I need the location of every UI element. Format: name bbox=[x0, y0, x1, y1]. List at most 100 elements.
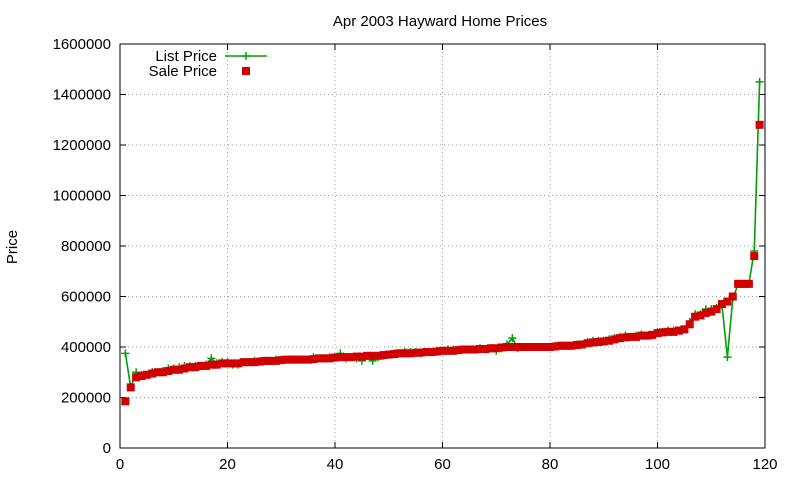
legend-marker-sale-price bbox=[242, 67, 250, 75]
sale-price-point bbox=[460, 345, 468, 354]
sale-price-point bbox=[309, 355, 318, 364]
sale-price-point bbox=[239, 358, 248, 367]
sale-price-point bbox=[228, 359, 237, 368]
sale-price-point bbox=[621, 333, 630, 342]
sale-price-point bbox=[599, 337, 608, 346]
sale-price-point bbox=[680, 325, 689, 334]
y-axis-label: Price bbox=[4, 230, 21, 264]
sale-price-point bbox=[282, 355, 291, 364]
sale-price-point bbox=[223, 359, 232, 368]
sale-price-point bbox=[642, 331, 651, 340]
y-tick-label: 400000 bbox=[61, 339, 111, 356]
sale-price-point bbox=[728, 292, 737, 301]
sale-price-point bbox=[212, 360, 221, 369]
sale-price-point bbox=[234, 359, 243, 368]
sale-price-point bbox=[180, 364, 189, 373]
sale-price-point bbox=[175, 365, 184, 374]
sale-price-point bbox=[347, 353, 356, 362]
sale-price-point bbox=[196, 361, 205, 370]
sale-price-point bbox=[589, 338, 597, 347]
y-tick-label: 0 bbox=[103, 440, 111, 457]
legend-swatch-sale-price bbox=[242, 67, 250, 75]
sale-price-point bbox=[449, 346, 458, 355]
sale-price-point bbox=[567, 341, 576, 350]
sale-price-point bbox=[669, 327, 678, 336]
sale-price-point bbox=[132, 373, 141, 382]
x-tick-label: 80 bbox=[542, 456, 559, 473]
sale-price-point bbox=[374, 351, 382, 360]
sale-price-point bbox=[218, 359, 227, 368]
sale-price-point bbox=[320, 354, 329, 363]
plot-area bbox=[121, 77, 764, 406]
sale-price-point bbox=[433, 347, 442, 356]
y-tick-label: 1600000 bbox=[53, 36, 111, 53]
sale-price-point bbox=[486, 344, 495, 353]
sale-price-point bbox=[207, 360, 216, 369]
sale-price-point bbox=[271, 356, 280, 365]
series-sale-price-points bbox=[121, 120, 764, 406]
sale-price-point bbox=[508, 343, 517, 351]
sale-price-point bbox=[605, 336, 614, 345]
sale-price-point bbox=[519, 343, 528, 351]
sale-price-point bbox=[185, 363, 194, 372]
sale-price-point bbox=[626, 332, 635, 341]
sale-price-point bbox=[755, 120, 764, 129]
y-tick-labels: 0 200000 400000 600000 800000 1000000 1200000 1… bbox=[53, 36, 111, 457]
sale-price-point bbox=[664, 327, 673, 336]
sale-price-point bbox=[513, 343, 522, 351]
list-price-point bbox=[508, 334, 517, 343]
list-price-point bbox=[755, 77, 764, 86]
sale-price-point bbox=[691, 312, 700, 321]
sale-price-point bbox=[293, 355, 302, 364]
sale-price-point bbox=[126, 383, 135, 392]
sale-price-point bbox=[202, 361, 210, 370]
sale-price-point bbox=[314, 354, 323, 363]
sale-price-point bbox=[277, 356, 286, 365]
sale-price-point bbox=[734, 279, 743, 288]
sale-price-point bbox=[352, 352, 361, 361]
sale-price-point bbox=[675, 326, 683, 335]
sale-price-point bbox=[718, 300, 726, 309]
legend: List Price Sale Price bbox=[149, 48, 267, 80]
sale-price-point bbox=[331, 353, 339, 362]
sale-price-point bbox=[481, 345, 490, 354]
sale-price-point bbox=[529, 343, 538, 351]
x-tick-label: 20 bbox=[219, 456, 236, 473]
sale-price-point bbox=[454, 346, 463, 355]
sale-price-point bbox=[148, 369, 157, 378]
sale-price-point bbox=[658, 328, 667, 337]
sale-price-point bbox=[696, 311, 705, 320]
legend-swatch-list-price bbox=[225, 52, 267, 60]
sale-price-point bbox=[712, 305, 721, 314]
sale-price-point bbox=[492, 344, 501, 353]
sale-price-point bbox=[164, 366, 173, 375]
sale-price-point bbox=[169, 365, 178, 374]
sale-price-point bbox=[744, 279, 753, 288]
sale-price-point bbox=[476, 345, 485, 354]
sale-price-point bbox=[551, 342, 560, 351]
sale-price-point bbox=[427, 348, 436, 357]
sale-price-point bbox=[395, 349, 404, 358]
sale-price-point bbox=[325, 354, 334, 363]
chart-title: Apr 2003 Hayward Home Prices bbox=[333, 13, 547, 30]
y-tick-label: 800000 bbox=[61, 238, 111, 255]
sale-price-point bbox=[540, 343, 549, 351]
legend-label-list-price: List Price bbox=[155, 48, 217, 65]
sale-price-point bbox=[685, 320, 694, 329]
sale-price-point bbox=[379, 351, 388, 360]
sale-price-point bbox=[266, 356, 275, 365]
sale-price-point bbox=[578, 340, 587, 349]
sale-price-point bbox=[255, 357, 264, 366]
y-tick-label: 600000 bbox=[61, 289, 111, 306]
sale-price-point bbox=[739, 279, 748, 288]
sale-price-point bbox=[384, 350, 393, 359]
sale-price-point bbox=[390, 350, 399, 359]
sale-price-point bbox=[653, 329, 662, 338]
sale-price-point bbox=[497, 343, 506, 352]
y-tick-label: 1400000 bbox=[53, 87, 111, 104]
sale-price-point bbox=[701, 308, 710, 317]
plot-frame bbox=[119, 43, 766, 449]
list-price-point bbox=[723, 353, 732, 362]
sale-price-point bbox=[298, 355, 307, 364]
sale-price-point bbox=[137, 372, 146, 381]
